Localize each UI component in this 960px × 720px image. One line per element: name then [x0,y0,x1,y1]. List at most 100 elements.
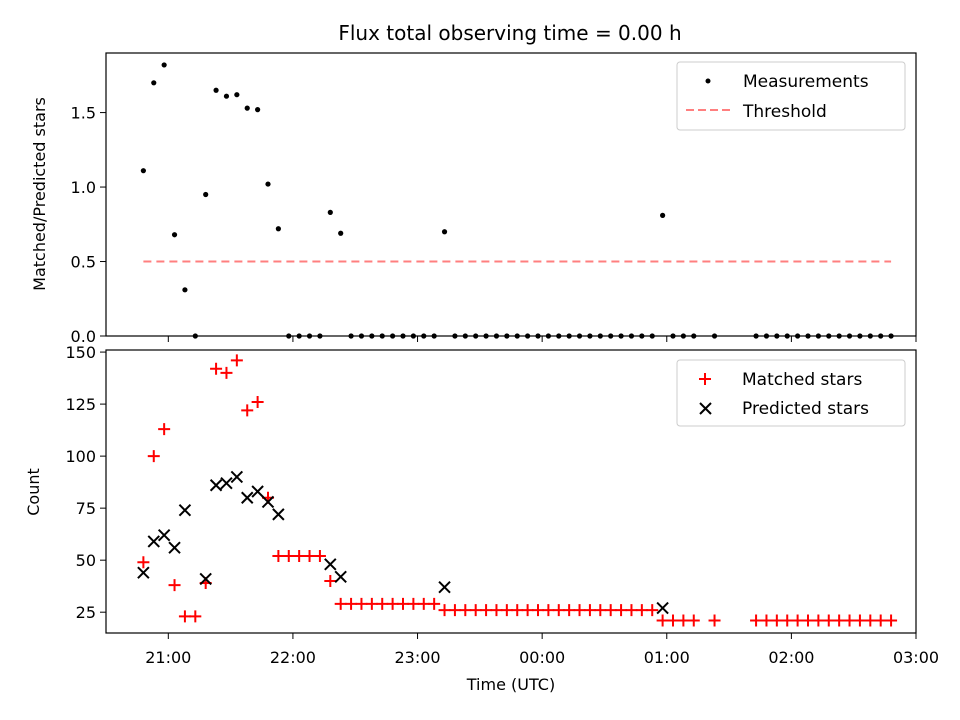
bottom-axes-frame [105,349,917,634]
predicted-star-point [209,479,223,492]
matched-star-point [750,614,763,627]
matched-star-point [511,604,524,617]
matched-star-point [386,597,399,610]
matched-star-point [282,550,295,563]
matched-star-point [542,604,555,617]
matched-star-point [625,604,638,617]
matched-star-point [521,604,534,617]
y-tick-label: 25 [76,603,96,622]
y-tick-label: 1.5 [71,104,96,123]
matched-star-point [708,614,721,627]
matched-star-point [500,604,513,617]
matched-star-point [158,423,171,436]
predicted-star-point [147,535,160,548]
predicted-star-point [157,528,171,542]
measurement-point [223,93,230,99]
predicted-star-point [220,476,233,490]
predicted-star-point [137,566,150,579]
predicted-star-point [272,508,285,521]
x-tick-label: 00:00 [519,648,565,667]
matched-star-point [791,614,804,627]
matched-star-point [459,604,472,617]
top-y-ticks: 0.0 0.5 1.0 1.5 [71,104,106,346]
threshold-legend-label: Threshold [742,102,827,122]
top-panel: 0.0 0.5 1.0 1.5 Matched/Predicted stars Mea… [30,52,917,346]
matched-star-point [397,597,409,610]
y-tick-label: 125 [65,395,96,414]
matched-star-point [469,604,482,617]
y-tick-label: 100 [65,447,96,466]
matched-star-point [293,550,306,563]
x-tick-label: 03:00 [893,648,939,667]
matched-star-point [189,610,202,623]
matched-star-point [781,614,794,627]
matched-star-point [178,610,191,623]
predicted-star-point [261,495,275,509]
measurement-point [255,107,261,113]
matched-star-point [417,597,430,610]
measurement-point [151,80,157,86]
matched-star-point [677,614,690,627]
matched-star-point [885,614,898,627]
matched-star-point [760,614,773,627]
predicted-star-point [199,572,212,586]
bottom-y-ticks: 25 50 75 100 125 150 [65,343,106,622]
matched-star-point [428,597,441,610]
matched-star-point [210,362,223,375]
measurement-point [171,232,178,238]
matched-legend-label: Matched stars [742,370,862,390]
measurement-point [338,230,344,236]
top-legend-box [676,61,906,131]
y-tick-label: 50 [76,551,96,570]
predicted-star-point [241,491,254,504]
measurement-point [140,168,146,174]
top-y-axis-label: Matched/Predicted stars [30,97,49,291]
measurements-legend-label: Measurements [743,72,869,92]
matched-star-point [241,404,254,417]
y-tick-label: 1.0 [71,178,96,197]
x-tick-label: 23:00 [394,648,440,667]
matched-star-point [355,597,368,610]
x-tick-label: 02:00 [768,648,814,667]
predicted-star-point [251,485,264,498]
measurement-point [244,105,250,111]
measurement-point [182,287,188,293]
matched-star-point [438,604,451,617]
predicted-star-point [324,558,337,571]
matched-star-point [334,597,347,610]
predicted-star-point [168,541,181,554]
matched-star-point [480,604,493,617]
matched-star-point [646,604,659,617]
measurement-point [660,212,666,218]
predicted-star-point [334,570,347,584]
matched-star-point [687,614,700,627]
y-tick-label: 0.5 [71,253,96,272]
matched-star-point [552,604,565,617]
matched-star-point [448,604,461,617]
matched-star-point [563,604,576,617]
matched-star-point [230,354,243,367]
matched-legend-marker [699,373,711,385]
x-tick-label: 21:00 [145,648,191,667]
matched-star-point [770,614,783,627]
top-legend: Measurements Threshold [676,61,906,131]
measurement-point [213,87,219,93]
measurement-point [441,229,448,235]
matched-star-point [490,604,503,617]
measurement-point [161,62,167,68]
matched-star-point [864,614,877,627]
matched-star-point [272,550,285,563]
matched-star-point [656,614,669,627]
matched-star-point [220,366,233,379]
predicted-legend-marker [699,402,712,415]
measurement-point [327,209,333,215]
matched-star-point [853,614,866,627]
matched-star-point [324,574,337,587]
top-x-ticks [167,336,917,342]
predicted-legend-label: Predicted stars [742,399,869,419]
matched-star-point [594,604,607,617]
matched-star-point [573,604,586,617]
matched-star-point [812,614,825,627]
matched-star-point [532,604,544,617]
y-tick-label: 150 [65,343,96,362]
